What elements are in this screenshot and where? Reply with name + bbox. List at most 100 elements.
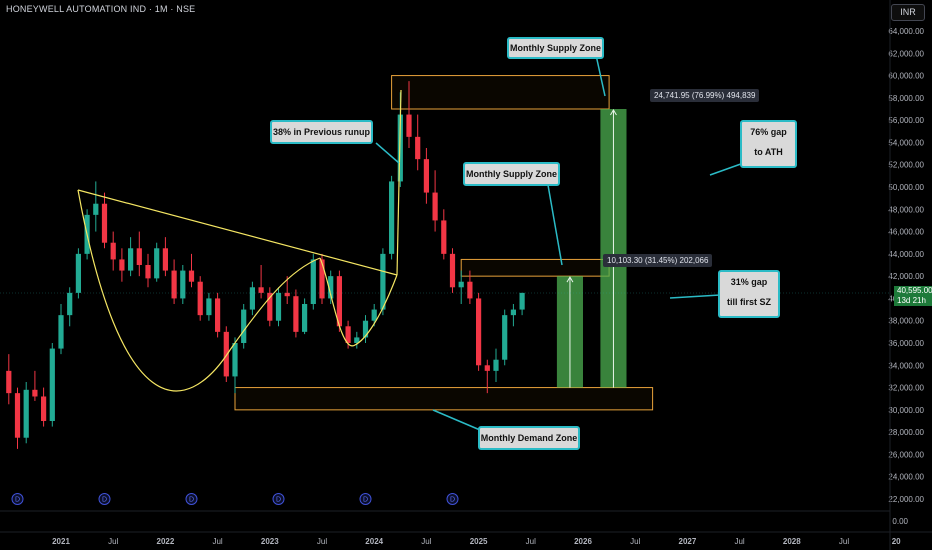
candle-up	[510, 304, 516, 327]
supply-zone-callout-mid[interactable]: Monthly Supply Zone	[463, 162, 560, 186]
candle-countdown: 13d 21h	[897, 296, 926, 305]
candle-body	[336, 276, 342, 327]
y-tick-label: 58,000.00	[888, 94, 924, 103]
candle-down	[449, 248, 456, 293]
cup-curve	[77, 189, 321, 392]
candle-body	[267, 292, 273, 321]
dividend-marker: D	[446, 493, 459, 505]
candle-up	[389, 175, 395, 260]
candle-up	[58, 304, 64, 355]
candle-body	[197, 281, 203, 316]
dividend-marker: D	[98, 493, 111, 505]
y-tick-label: 50,000.00	[888, 183, 924, 192]
dividend-label: D	[189, 497, 194, 504]
dividend-marker: D	[359, 493, 372, 505]
ath-gap-callout[interactable]: 76% gap to ATH	[740, 120, 797, 168]
first-sz-gap-callout[interactable]: 31% gap till first SZ	[718, 270, 780, 318]
previous-runup-callout[interactable]: 38% in Previous runup	[270, 120, 373, 144]
supply-zone-box	[460, 258, 610, 277]
candle-body	[328, 276, 334, 299]
candle-down	[284, 276, 290, 304]
candle-body	[249, 287, 255, 310]
candle-up	[154, 242, 160, 282]
candle-body	[6, 370, 12, 394]
candle-body	[119, 259, 125, 271]
candle-body	[319, 259, 325, 299]
candle-body	[484, 365, 490, 371]
candle-up	[206, 292, 212, 321]
candle-body	[345, 326, 351, 343]
candle-down	[432, 170, 438, 232]
handle-curve	[319, 257, 398, 347]
y-tick-label: 56,000.00	[888, 116, 924, 125]
candle-up	[302, 298, 308, 335]
candle-down	[319, 253, 325, 304]
candle-down	[215, 292, 221, 338]
candle-up	[49, 343, 55, 427]
x-tick-label: Jul	[317, 537, 327, 546]
currency-selector[interactable]: INR	[891, 4, 925, 21]
candle-body	[188, 270, 195, 282]
ath-gap-target: to ATH	[754, 147, 783, 157]
candle-up	[75, 248, 81, 299]
y-tick-label: 32,000.00	[888, 384, 924, 393]
candle-body	[293, 296, 299, 332]
x-tick-label: Jul	[839, 537, 849, 546]
dividend-label: D	[276, 497, 281, 504]
candle-body	[232, 343, 238, 377]
candle-body	[302, 304, 308, 332]
candle-body	[458, 281, 464, 288]
x-tick-label: 2023	[261, 537, 279, 546]
dividend-badge	[446, 493, 459, 505]
neckline	[77, 189, 398, 276]
candle-body	[41, 396, 47, 421]
y-tick-label: 64,000.00	[888, 27, 924, 36]
candle-down	[484, 359, 490, 394]
chart-title: HONEYWELL AUTOMATION IND · 1M · NSE	[6, 4, 196, 14]
y-tick-label: 48,000.00	[888, 205, 924, 214]
y-tick-label: 46,000.00	[888, 228, 924, 237]
x-tick-label: 2027	[679, 537, 697, 546]
y-tick-label: 34,000.00	[888, 361, 924, 370]
candle-down	[223, 326, 229, 382]
candle-body	[215, 298, 221, 332]
demand-zone-callout[interactable]: Monthly Demand Zone	[478, 426, 580, 450]
candle-down	[441, 209, 447, 260]
candle-body	[101, 203, 108, 243]
candle-body	[110, 242, 116, 260]
candle-body	[241, 309, 247, 343]
y-tick-label: 26,000.00	[888, 450, 924, 459]
candle-down	[101, 192, 108, 249]
candle-body	[23, 389, 29, 438]
candle-body	[432, 192, 438, 221]
candle-up	[232, 337, 238, 394]
x-tick-label: 2024	[365, 537, 383, 546]
candle-up	[362, 315, 369, 343]
candle-down	[336, 270, 342, 332]
candle-down	[171, 259, 177, 304]
y-tick-label: 42,000.00	[888, 272, 924, 281]
candle-up	[180, 265, 186, 304]
candle-body	[223, 331, 229, 377]
candle-body	[441, 220, 447, 254]
y-tick-label: 38,000.00	[888, 317, 924, 326]
candle-down	[267, 287, 273, 327]
candle-body	[171, 270, 177, 299]
candle-down	[188, 253, 195, 288]
candle-up	[493, 348, 499, 382]
candle-up	[502, 309, 508, 366]
candle-body	[310, 259, 316, 304]
candle-body	[206, 298, 212, 316]
candle-down	[467, 270, 473, 304]
candle-up	[354, 331, 360, 349]
y-tick-label: 28,000.00	[888, 428, 924, 437]
x-tick-label: 2022	[157, 537, 175, 546]
x-tick-label: 2021	[52, 537, 70, 546]
candle-body	[14, 393, 21, 438]
candle-body	[136, 248, 142, 265]
candle-down	[293, 289, 299, 338]
x-tick-label: Jul	[526, 537, 536, 546]
first-sz-gap-target: till first SZ	[726, 297, 771, 307]
supply-zone-callout-top[interactable]: Monthly Supply Zone	[507, 37, 604, 59]
